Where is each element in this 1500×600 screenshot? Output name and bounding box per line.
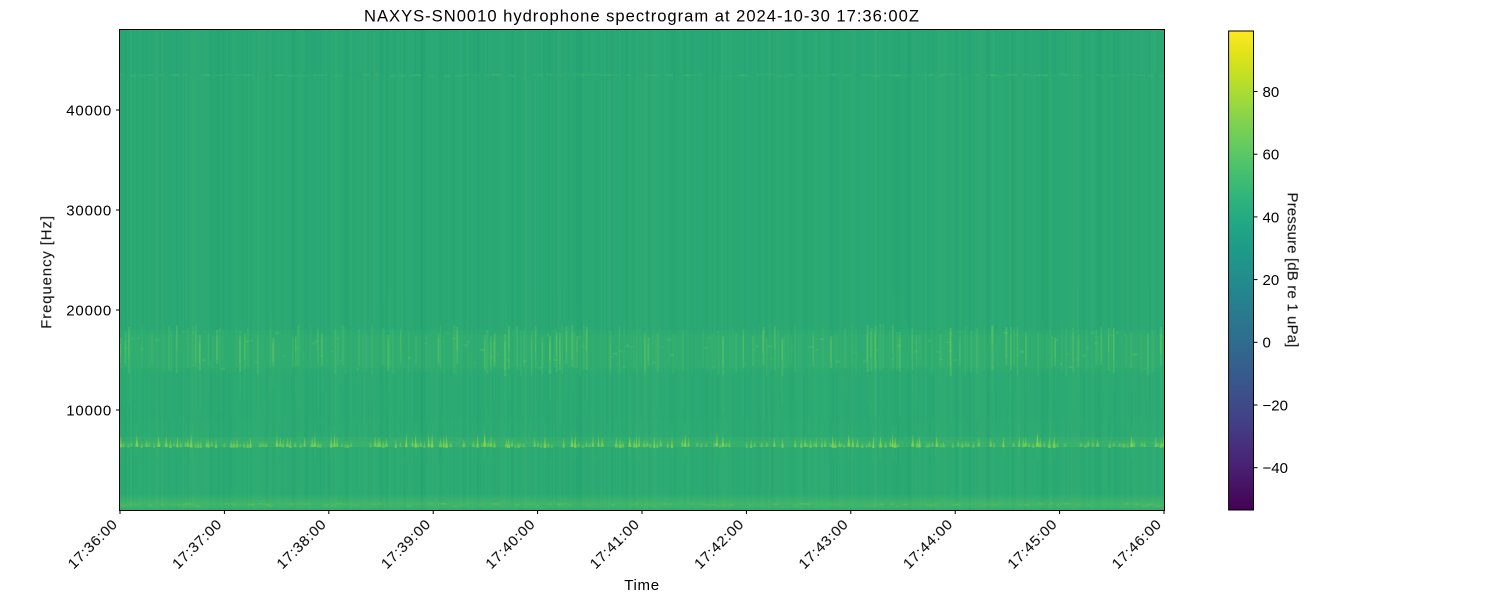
svg-text:20: 20 — [1263, 272, 1280, 289]
svg-text:80: 80 — [1263, 84, 1280, 101]
svg-text:NAXYS-SN0010 hydrophone spectr: NAXYS-SN0010 hydrophone spectrogram at 2… — [364, 7, 920, 26]
svg-text:Pressure [dB re 1 uPa]: Pressure [dB re 1 uPa] — [1284, 192, 1301, 347]
svg-text:30000: 30000 — [66, 202, 112, 219]
svg-text:Time: Time — [624, 577, 660, 594]
svg-text:Frequency [Hz]: Frequency [Hz] — [38, 215, 55, 329]
svg-text:60: 60 — [1263, 147, 1280, 164]
svg-text:−40: −40 — [1263, 460, 1288, 477]
svg-text:40000: 40000 — [66, 102, 112, 119]
svg-text:−20: −20 — [1263, 397, 1288, 414]
svg-text:0: 0 — [1263, 335, 1271, 352]
svg-text:10000: 10000 — [66, 402, 112, 419]
svg-text:40: 40 — [1263, 209, 1280, 226]
svg-text:20000: 20000 — [66, 302, 112, 319]
